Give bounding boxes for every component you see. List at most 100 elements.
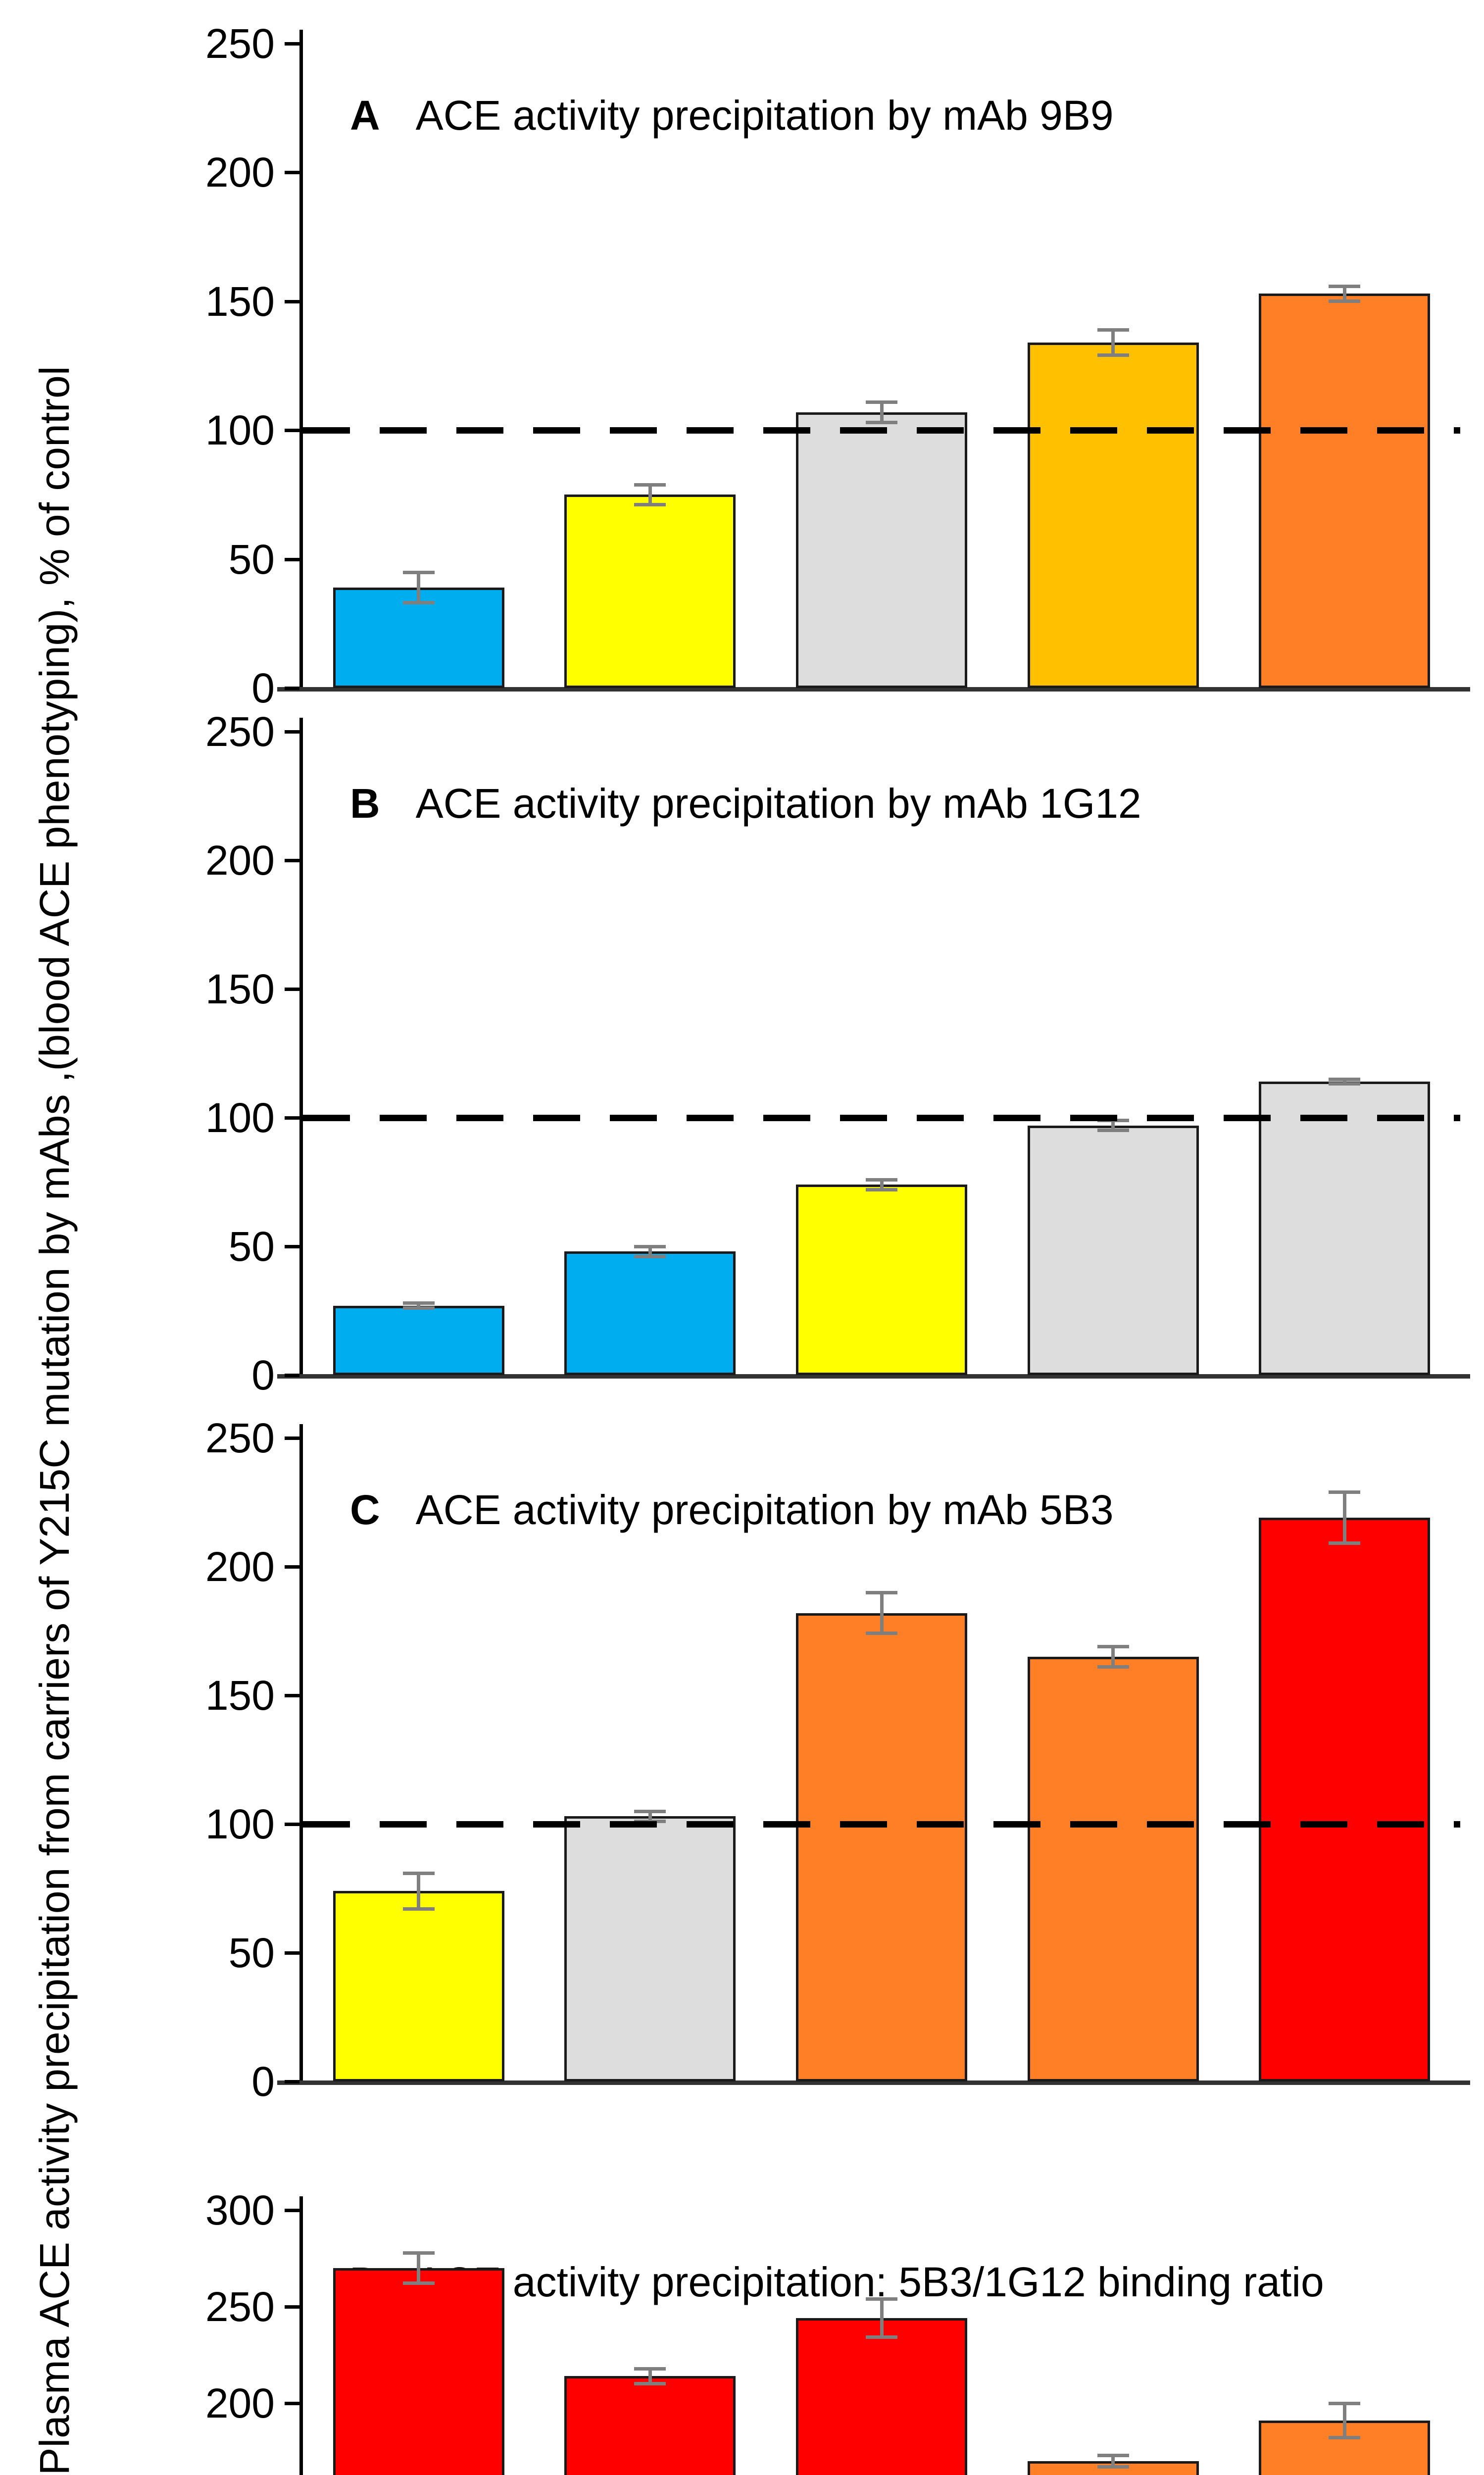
error-bar-line: [417, 1873, 421, 1909]
y-tick-label: 100: [205, 1801, 275, 1847]
y-tick-mark: [285, 171, 299, 175]
error-bar-line: [1111, 2455, 1115, 2467]
y-tick-mark: [285, 299, 299, 303]
error-bar-line: [1342, 286, 1346, 301]
y-axis-title: Plasma ACE activity precipitation from c…: [31, 366, 78, 2475]
error-bar-cap-bottom: [402, 1306, 435, 1310]
bar-pool-red: [1259, 1518, 1431, 2081]
error-bar-cap-bottom: [1097, 1129, 1129, 1132]
y-axis-line: [299, 718, 303, 1375]
y-tick-label: 0: [251, 1352, 275, 1398]
error-bar-cap-bottom: [1329, 1082, 1361, 1086]
error-bar-cap-bottom: [1097, 353, 1129, 357]
panel-title: B ACE activity precipitation by mAb 1G12: [350, 779, 1141, 828]
error-bar-cap-top: [1329, 2402, 1361, 2405]
y-tick-label: 100: [205, 1094, 275, 1141]
y-tick-label: 150: [205, 1672, 275, 1719]
error-bar-cap-top: [634, 1810, 666, 1813]
error-bar-cap-bottom: [1329, 2436, 1361, 2440]
error-bar-line: [1111, 330, 1115, 356]
panel-letter: B: [350, 780, 380, 827]
y-tick-label: 0: [251, 665, 275, 711]
panel-title-text: ACE activity precipitation: 5B3/1G12 bin…: [415, 2259, 1324, 2305]
y-tick-mark: [285, 557, 299, 561]
y-tick-label: 200: [205, 837, 275, 884]
bar-pool-red: [1259, 294, 1431, 688]
error-bar-cap-top: [402, 1871, 435, 1875]
error-bar-cap-bottom: [1329, 299, 1361, 303]
bar-pool-orange: [1027, 343, 1199, 688]
error-bar-line: [417, 572, 421, 603]
bar-pool-orange: [1027, 1657, 1199, 2081]
panel-letter: C: [350, 1486, 380, 1533]
y-axis-line: [299, 2196, 303, 2475]
error-bar-line: [417, 2252, 421, 2284]
error-bar-cap-top: [634, 2367, 666, 2371]
error-bar-line: [1342, 1492, 1346, 1544]
panel-title-text: ACE activity precipitation by mAb 5B3: [415, 1486, 1114, 1533]
error-bar-cap-top: [1329, 1078, 1361, 1081]
error-bar-cap-bottom: [866, 2335, 897, 2339]
error-bar-cap-top: [1097, 1645, 1129, 1649]
y-tick-mark: [285, 730, 299, 734]
error-bar-line: [648, 484, 652, 505]
y-tick-label: 300: [205, 2187, 275, 2233]
error-bar-cap-bottom: [634, 1254, 666, 1258]
error-bar-cap-bottom: [866, 1632, 897, 1635]
bar-pool-red: [1259, 1082, 1431, 1375]
y-tick-mark: [285, 429, 299, 433]
panel-title-text: ACE activity precipitation by mAb 1G12: [415, 780, 1141, 827]
y-tick-label: 250: [205, 708, 275, 755]
bar-pool-grey: [796, 412, 967, 688]
error-bar-cap-bottom: [1097, 2465, 1129, 2469]
bar-pool-yellow: [564, 495, 736, 688]
bar-pool-blue: [333, 2268, 504, 2475]
y-tick-label: 100: [205, 407, 275, 454]
error-bar-line: [880, 1179, 884, 1190]
y-tick-label: 50: [228, 1930, 275, 1976]
error-bar-cap-top: [866, 1178, 897, 1182]
bar-pool-grey: [796, 1613, 967, 2081]
error-bar-line: [880, 1592, 884, 1634]
y-tick-mark: [285, 687, 299, 690]
panel-title: A ACE activity precipitation by mAb 9B9: [350, 91, 1114, 140]
error-bar-cap-bottom: [402, 1907, 435, 1911]
reference-line-100: [303, 427, 1460, 434]
error-bar-line: [1111, 1120, 1115, 1131]
y-tick-mark: [285, 859, 299, 862]
error-bar-cap-top: [1329, 1490, 1361, 1494]
y-tick-mark: [285, 2080, 299, 2083]
x-axis-line: [277, 2080, 1470, 2085]
panel-letter: A: [350, 92, 380, 139]
y-tick-label: 50: [228, 536, 275, 583]
y-tick-mark: [285, 2209, 299, 2212]
y-tick-mark: [285, 1823, 299, 1826]
y-tick-label: 50: [228, 1223, 275, 1270]
reference-line-100: [303, 1821, 1460, 1828]
y-tick-mark: [285, 1374, 299, 1377]
error-bar-cap-top: [1097, 328, 1129, 332]
error-bar-cap-bottom: [866, 420, 897, 424]
error-bar-cap-bottom: [402, 601, 435, 605]
y-tick-mark: [285, 42, 299, 46]
error-bar-cap-top: [866, 1591, 897, 1594]
error-bar-cap-bottom: [634, 2382, 666, 2385]
error-bar-cap-bottom: [1097, 1665, 1129, 1669]
error-bar-cap-bottom: [402, 2281, 435, 2285]
y-tick-label: 150: [205, 278, 275, 325]
y-tick-label: 250: [205, 2283, 275, 2330]
error-bar-line: [1111, 1646, 1115, 1667]
panel-title-text: ACE activity precipitation by mAb 9B9: [415, 92, 1114, 139]
y-tick-mark: [285, 2402, 299, 2405]
reference-line-100: [303, 1115, 1460, 1121]
error-bar-line: [1342, 2403, 1346, 2438]
y-tick-mark: [285, 1565, 299, 1569]
bar-pool-yellow: [564, 2376, 736, 2475]
y-tick-label: 250: [205, 20, 275, 67]
y-axis-line: [299, 1424, 303, 2081]
error-bar-cap-bottom: [866, 1188, 897, 1191]
error-bar-cap-bottom: [634, 503, 666, 507]
bar-pool-orange: [1027, 1125, 1199, 1375]
y-tick-label: 200: [205, 1543, 275, 1590]
